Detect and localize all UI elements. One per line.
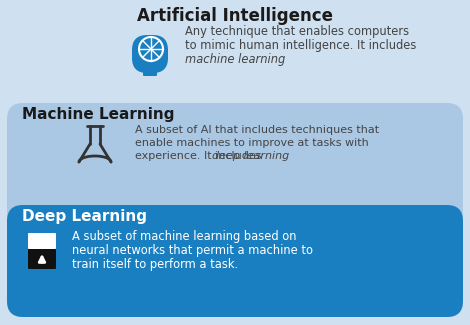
Text: Deep Learning: Deep Learning [22, 209, 147, 224]
Text: A subset of AI that includes techniques that: A subset of AI that includes techniques … [135, 125, 379, 135]
Text: Machine Learning: Machine Learning [22, 107, 174, 122]
Text: deep learning: deep learning [212, 151, 289, 161]
Text: Artificial Intelligence: Artificial Intelligence [137, 7, 333, 25]
FancyBboxPatch shape [132, 35, 168, 73]
Text: A subset of machine learning based on: A subset of machine learning based on [72, 230, 297, 243]
Text: machine learning: machine learning [185, 53, 285, 66]
Text: Any technique that enables computers: Any technique that enables computers [185, 25, 409, 38]
FancyBboxPatch shape [7, 103, 463, 317]
FancyBboxPatch shape [143, 71, 157, 76]
Text: enable machines to improve at tasks with: enable machines to improve at tasks with [135, 138, 369, 148]
FancyBboxPatch shape [28, 249, 56, 269]
Text: neural networks that permit a machine to: neural networks that permit a machine to [72, 244, 313, 257]
FancyBboxPatch shape [28, 233, 56, 249]
Text: experience. It includes: experience. It includes [135, 151, 265, 161]
Text: train itself to perform a task.: train itself to perform a task. [72, 258, 238, 271]
Text: to mimic human intelligence. It includes: to mimic human intelligence. It includes [185, 39, 416, 52]
FancyBboxPatch shape [7, 205, 463, 317]
